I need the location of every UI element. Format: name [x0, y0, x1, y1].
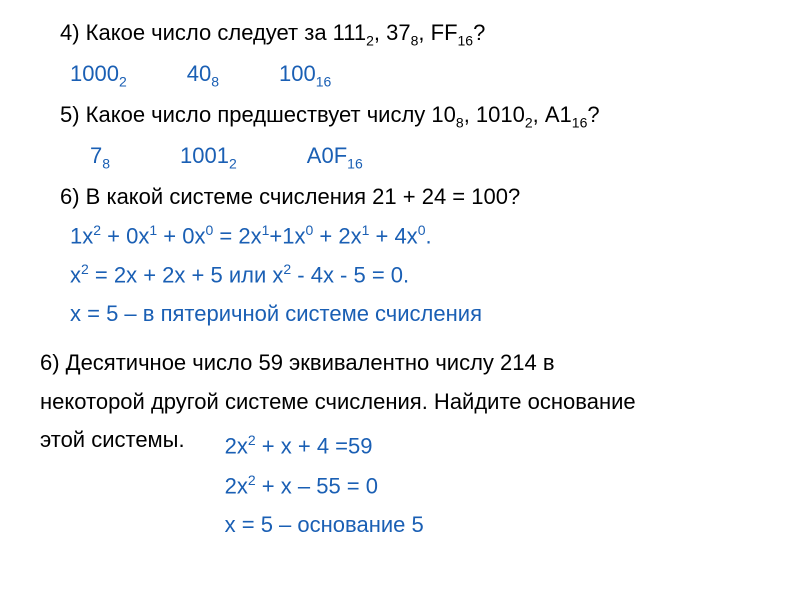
q5-a2: 10012 — [180, 141, 237, 174]
q6b-text-l3: этой системы. — [40, 425, 185, 456]
q6b-last-row: этой системы. 2x2 + x + 4 =59 2x2 + x – … — [40, 425, 760, 548]
q5-a1: 78 — [90, 141, 110, 174]
q4-a1: 10002 — [70, 59, 127, 92]
q6a-text: 6) В какой системе счисления 21 + 24 = 1… — [40, 182, 760, 213]
q6b-sol1: 2x2 + x + 4 =59 — [225, 431, 424, 462]
q5-answers: 78 10012 A0F16 — [40, 141, 760, 174]
q5-a3: A0F16 — [307, 141, 363, 174]
q6a-sol1: 1x2 + 0x1 + 0x0 = 2x1+1x0 + 2x1 + 4x0. — [40, 221, 760, 252]
q6b-sol2: 2x2 + x – 55 = 0 — [225, 471, 424, 502]
q5-text: 5) Какое число предшествует числу 108, 1… — [40, 100, 760, 133]
q6b-text-l2: некоторой другой системе счисления. Найд… — [40, 387, 760, 418]
q4-text: 4) Какое число следует за 1112, 378, FF1… — [40, 18, 760, 51]
q6a-sol2: x2 = 2x + 2x + 5 или x2 - 4x - 5 = 0. — [40, 260, 760, 291]
q4-answers: 10002 408 10016 — [40, 59, 760, 92]
q4-a3: 10016 — [279, 59, 331, 92]
q4-a2: 408 — [187, 59, 219, 92]
q6b-sol3: x = 5 – основание 5 — [225, 510, 424, 541]
q6b-text-l1: 6) Десятичное число 59 эквивалентно числ… — [40, 348, 760, 379]
q6a-sol3: x = 5 – в пятеричной системе счисления — [40, 299, 760, 330]
